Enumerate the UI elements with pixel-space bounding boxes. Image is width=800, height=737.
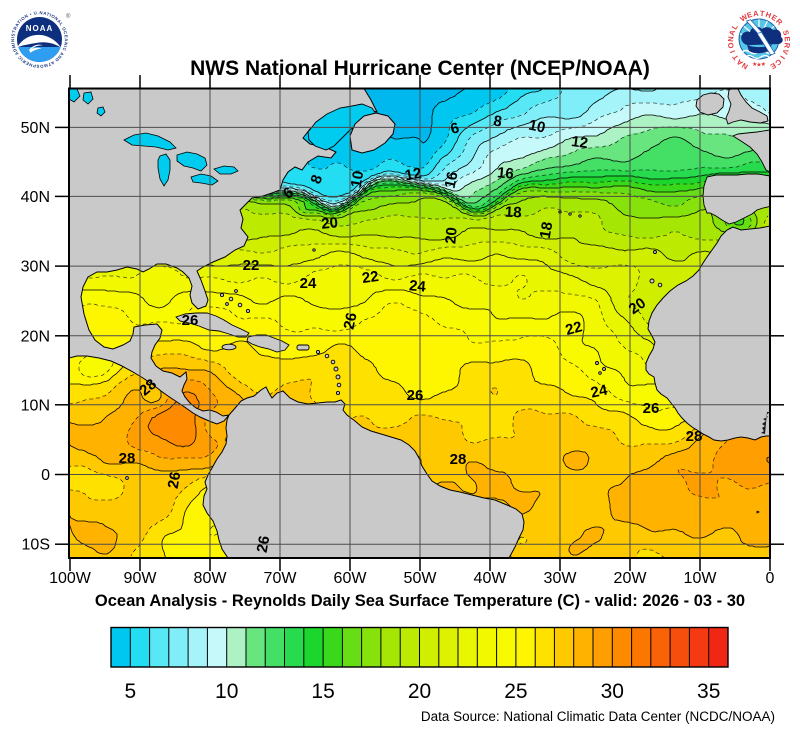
svg-text:20W: 20W xyxy=(614,570,648,587)
svg-text:80W: 80W xyxy=(194,570,228,587)
svg-text:24: 24 xyxy=(408,277,427,295)
svg-text:T: T xyxy=(730,53,740,62)
svg-text:30N: 30N xyxy=(21,259,50,276)
svg-text:A: A xyxy=(727,28,737,36)
svg-text:35: 35 xyxy=(697,680,720,703)
svg-text:20: 20 xyxy=(408,680,431,703)
svg-text:60W: 60W xyxy=(334,570,368,587)
svg-text:0: 0 xyxy=(766,570,775,587)
svg-text:Ocean Analysis - Reynolds Dail: Ocean Analysis - Reynolds Daily Sea Surf… xyxy=(95,592,745,610)
svg-text:10N: 10N xyxy=(21,397,50,414)
svg-text:L: L xyxy=(730,22,740,31)
svg-text:16: 16 xyxy=(442,170,462,190)
svg-text:40W: 40W xyxy=(474,570,508,587)
svg-text:12: 12 xyxy=(570,133,589,152)
svg-text:50W: 50W xyxy=(404,570,438,587)
svg-text:50N: 50N xyxy=(21,120,50,137)
svg-text:18: 18 xyxy=(537,221,557,240)
svg-text:R: R xyxy=(782,42,792,49)
svg-text:NOAA: NOAA xyxy=(26,24,54,33)
svg-text:20: 20 xyxy=(321,214,339,232)
svg-text:30: 30 xyxy=(601,680,624,703)
svg-text:15: 15 xyxy=(311,680,334,703)
svg-text:30W: 30W xyxy=(544,570,578,587)
svg-text:S: S xyxy=(781,29,791,37)
svg-text:26: 26 xyxy=(407,387,424,404)
svg-text:26: 26 xyxy=(643,400,660,417)
svg-text:22: 22 xyxy=(243,257,260,274)
svg-text:16: 16 xyxy=(496,164,514,182)
svg-text:E: E xyxy=(746,10,754,20)
svg-text:10: 10 xyxy=(348,170,368,189)
svg-text:8: 8 xyxy=(492,113,503,131)
svg-text:24: 24 xyxy=(300,275,317,292)
svg-text:24: 24 xyxy=(589,381,609,401)
svg-text:O: O xyxy=(726,42,736,49)
svg-text:I: I xyxy=(728,49,737,54)
svg-text:A: A xyxy=(753,9,760,19)
svg-text:W: W xyxy=(738,12,750,24)
svg-text:®: ® xyxy=(66,13,71,20)
svg-text:C: C xyxy=(773,57,784,68)
svg-text:26: 26 xyxy=(182,312,199,329)
svg-text:25: 25 xyxy=(504,680,527,703)
svg-text:28: 28 xyxy=(686,428,703,445)
svg-text:10: 10 xyxy=(215,680,238,703)
svg-text:26: 26 xyxy=(165,471,185,490)
svg-text:R: R xyxy=(774,17,785,28)
svg-text:26: 26 xyxy=(254,535,274,554)
svg-text:70W: 70W xyxy=(264,570,298,587)
svg-text:N: N xyxy=(740,61,749,72)
svg-text:★: ★ xyxy=(761,61,766,68)
svg-text:V: V xyxy=(780,48,790,56)
svg-text:10W: 10W xyxy=(684,570,718,587)
svg-text:★: ★ xyxy=(752,61,757,68)
svg-text:100W: 100W xyxy=(49,570,92,587)
svg-text:28: 28 xyxy=(450,451,467,468)
svg-text:22: 22 xyxy=(361,268,380,287)
svg-text:40N: 40N xyxy=(21,189,50,206)
svg-text:T: T xyxy=(759,9,765,19)
svg-text:20: 20 xyxy=(442,227,460,245)
svg-text:A: A xyxy=(734,57,745,68)
svg-text:26: 26 xyxy=(341,311,361,331)
svg-text:E: E xyxy=(769,61,778,71)
svg-text:10: 10 xyxy=(527,117,547,137)
svg-text:12: 12 xyxy=(404,165,423,185)
svg-text:NWS National Hurricane Center: NWS National Hurricane Center (NCEP/NOAA… xyxy=(190,57,650,80)
svg-text:Data Source: National Climatic: Data Source: National Climatic Data Cent… xyxy=(421,709,775,724)
svg-text:★: ★ xyxy=(756,62,761,69)
svg-text:20N: 20N xyxy=(21,328,50,345)
svg-text:N: N xyxy=(726,36,735,42)
svg-text:20: 20 xyxy=(626,295,649,318)
svg-text:90W: 90W xyxy=(124,570,158,587)
svg-text:0: 0 xyxy=(41,467,50,484)
svg-text:28: 28 xyxy=(119,450,136,467)
svg-text:I: I xyxy=(778,54,787,61)
svg-text:22: 22 xyxy=(564,318,585,339)
svg-text:H: H xyxy=(764,10,772,20)
svg-text:18: 18 xyxy=(504,204,522,222)
svg-text:E: E xyxy=(770,13,779,23)
svg-text:10S: 10S xyxy=(22,537,50,554)
svg-text:5: 5 xyxy=(124,680,136,703)
svg-text:E: E xyxy=(782,36,791,42)
